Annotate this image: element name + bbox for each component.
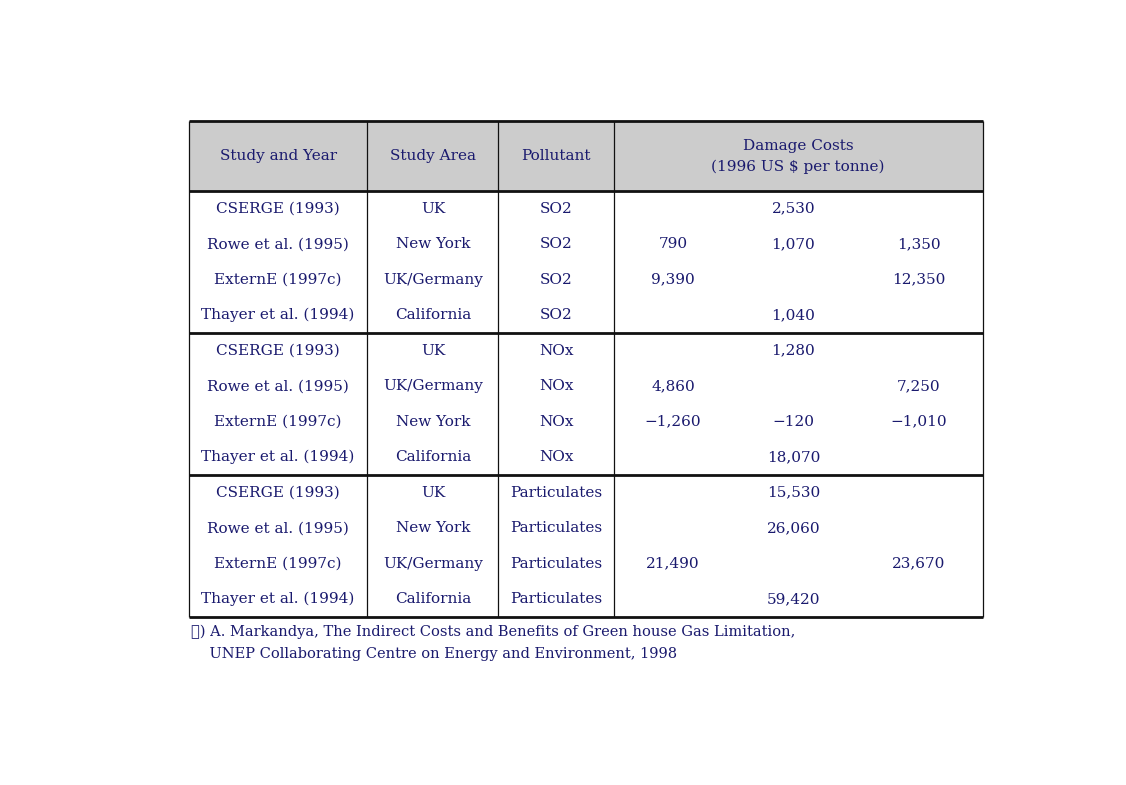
Text: SO2: SO2: [539, 309, 572, 322]
Text: Particulates: Particulates: [510, 557, 602, 571]
Text: 2,530: 2,530: [771, 202, 815, 216]
Text: NOx: NOx: [538, 414, 573, 429]
Text: CSERGE (1993): CSERGE (1993): [216, 202, 340, 216]
Text: 18,070: 18,070: [767, 451, 820, 464]
Text: UK: UK: [421, 486, 445, 500]
Text: 26,060: 26,060: [767, 521, 820, 535]
Text: 1,280: 1,280: [771, 344, 815, 358]
Text: −1,010: −1,010: [891, 414, 947, 429]
Text: Rowe et al. (1995): Rowe et al. (1995): [207, 237, 349, 251]
Text: 23,670: 23,670: [892, 557, 945, 571]
Text: SO2: SO2: [539, 272, 572, 287]
Text: California: California: [395, 309, 471, 322]
Text: California: California: [395, 451, 471, 464]
Text: UNEP Collaborating Centre on Energy and Environment, 1998: UNEP Collaborating Centre on Energy and …: [191, 648, 678, 661]
Text: 7,250: 7,250: [896, 379, 940, 393]
Text: 12,350: 12,350: [892, 272, 945, 287]
Text: UK: UK: [421, 344, 445, 358]
Text: California: California: [395, 593, 471, 606]
Text: −120: −120: [772, 414, 814, 429]
Text: 59,420: 59,420: [767, 593, 820, 606]
Text: ExternE (1997c): ExternE (1997c): [214, 557, 342, 571]
Text: 790: 790: [659, 237, 688, 251]
Text: NOx: NOx: [538, 379, 573, 393]
Text: Rowe et al. (1995): Rowe et al. (1995): [207, 379, 349, 393]
Text: CSERGE (1993): CSERGE (1993): [216, 486, 340, 500]
Text: 4,860: 4,860: [651, 379, 695, 393]
Text: New York: New York: [395, 237, 471, 251]
Text: SO2: SO2: [539, 202, 572, 216]
Text: 15,530: 15,530: [767, 486, 820, 500]
Text: Particulates: Particulates: [510, 486, 602, 500]
Text: ExternE (1997c): ExternE (1997c): [214, 272, 342, 287]
Bar: [189, 122, 983, 191]
Text: Damage Costs
(1996 US $ per tonne): Damage Costs (1996 US $ per tonne): [712, 138, 885, 173]
Text: Particulates: Particulates: [510, 593, 602, 606]
Text: 1,040: 1,040: [771, 309, 815, 322]
Text: UK: UK: [421, 202, 445, 216]
Text: Thayer et al. (1994): Thayer et al. (1994): [202, 592, 355, 607]
Text: UK/Germany: UK/Germany: [383, 379, 483, 393]
Text: ExternE (1997c): ExternE (1997c): [214, 414, 342, 429]
Text: SO2: SO2: [539, 237, 572, 251]
Text: Study and Year: Study and Year: [220, 149, 337, 163]
Text: 9,390: 9,390: [651, 272, 695, 287]
Text: −1,260: −1,260: [645, 414, 701, 429]
Text: NOx: NOx: [538, 451, 573, 464]
Text: Thayer et al. (1994): Thayer et al. (1994): [202, 308, 355, 323]
Text: UK/Germany: UK/Germany: [383, 557, 483, 571]
Text: 1,350: 1,350: [896, 237, 940, 251]
Text: NOx: NOx: [538, 344, 573, 358]
Text: New York: New York: [395, 414, 471, 429]
Text: Rowe et al. (1995): Rowe et al. (1995): [207, 521, 349, 535]
Text: 주) A. Markandya, The Indirect Costs and Benefits of Green house Gas Limitation,: 주) A. Markandya, The Indirect Costs and …: [191, 624, 796, 639]
Text: CSERGE (1993): CSERGE (1993): [216, 344, 340, 358]
Text: Thayer et al. (1994): Thayer et al. (1994): [202, 450, 355, 465]
Text: 21,490: 21,490: [646, 557, 700, 571]
Text: 1,070: 1,070: [771, 237, 815, 251]
Text: Pollutant: Pollutant: [521, 149, 591, 163]
Text: New York: New York: [395, 521, 471, 535]
Text: Study Area: Study Area: [390, 149, 476, 163]
Text: UK/Germany: UK/Germany: [383, 272, 483, 287]
Text: Particulates: Particulates: [510, 521, 602, 535]
